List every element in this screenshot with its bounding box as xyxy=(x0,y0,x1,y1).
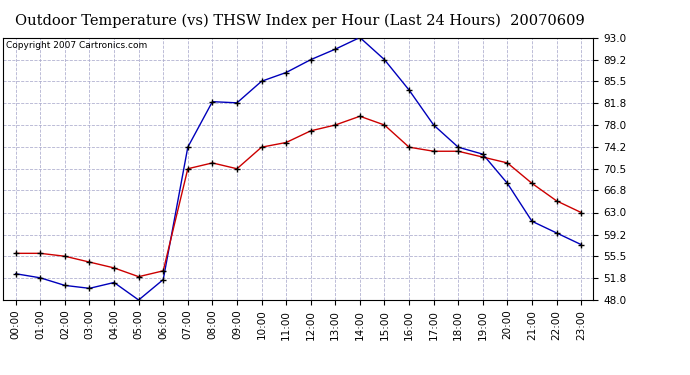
Text: Outdoor Temperature (vs) THSW Index per Hour (Last 24 Hours)  20070609: Outdoor Temperature (vs) THSW Index per … xyxy=(15,13,585,27)
Text: Copyright 2007 Cartronics.com: Copyright 2007 Cartronics.com xyxy=(6,42,148,51)
